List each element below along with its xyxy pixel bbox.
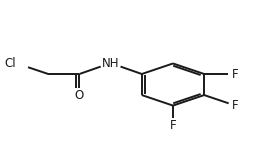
Text: F: F (232, 67, 239, 81)
Text: F: F (232, 99, 239, 112)
Text: NH: NH (102, 57, 119, 70)
Text: Cl: Cl (4, 57, 16, 70)
Text: F: F (170, 119, 176, 132)
Text: O: O (75, 89, 84, 102)
